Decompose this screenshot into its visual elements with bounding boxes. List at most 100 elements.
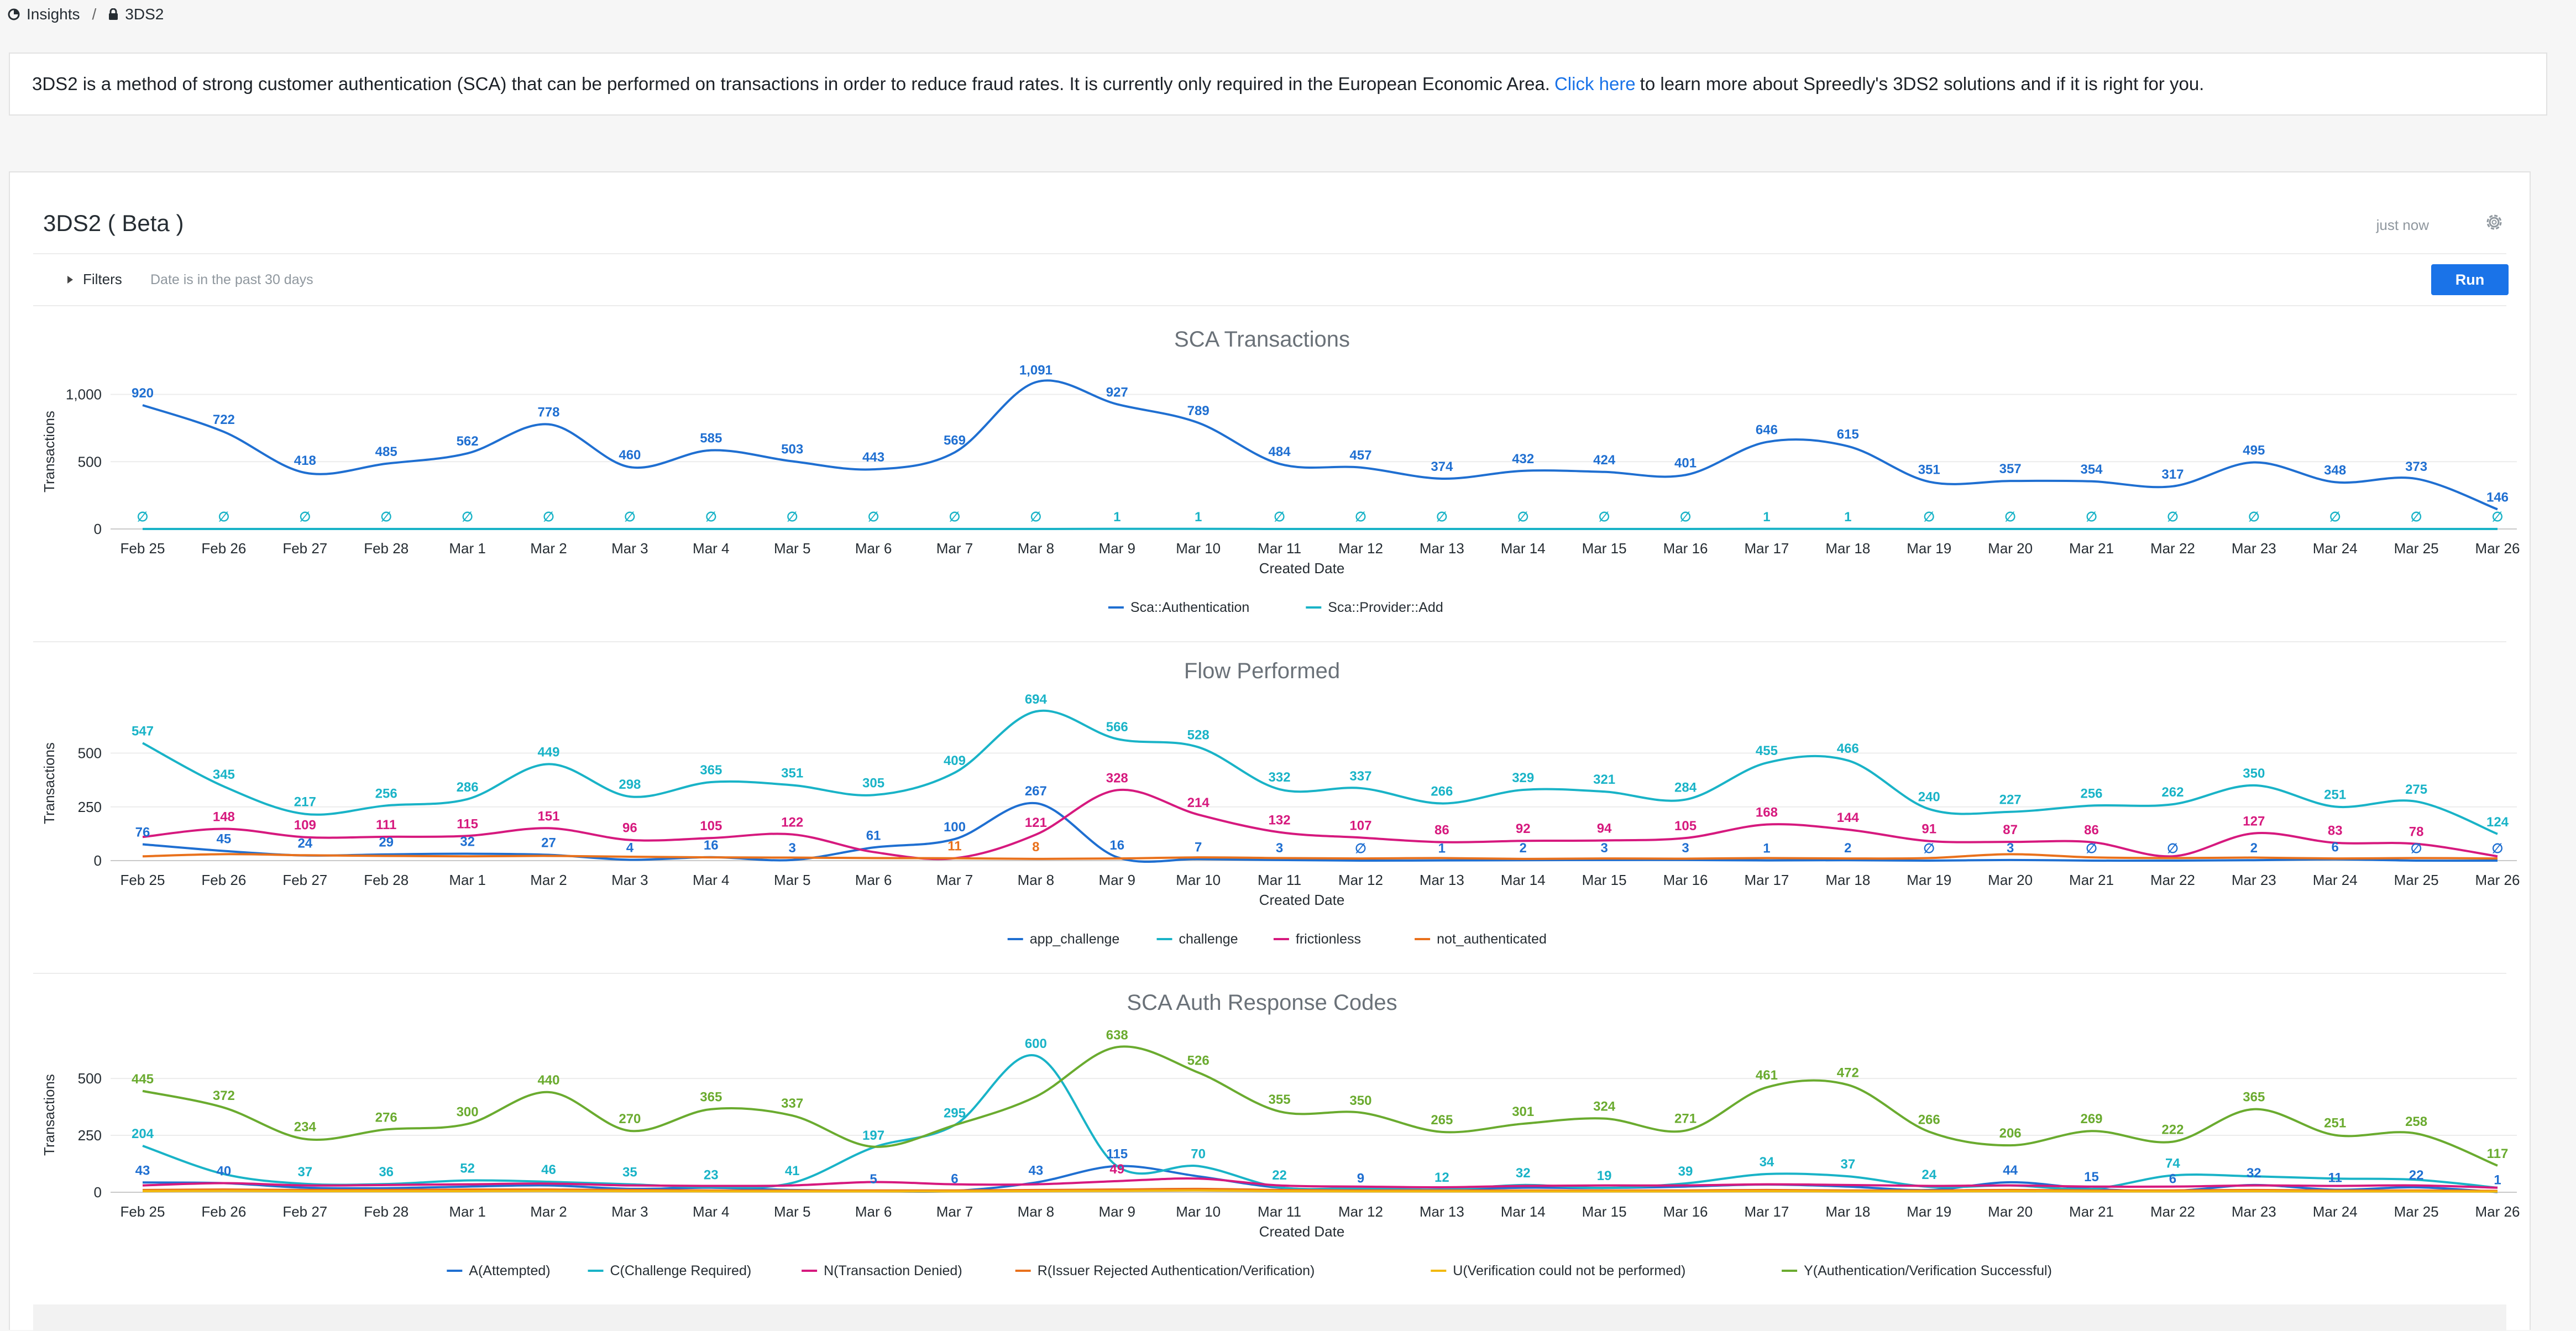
data-label: 262 — [2161, 785, 2184, 800]
data-label: 9 — [1357, 1171, 1364, 1186]
legend-item-a-attempted[interactable]: A(Attempted) — [447, 1263, 550, 1278]
data-label: ∅ — [218, 510, 229, 525]
x-tick-label: Mar 12 — [1338, 1203, 1383, 1220]
data-label: 443 — [862, 450, 884, 465]
x-tick-label: Mar 8 — [1018, 540, 1054, 557]
legend-item-u-verification-could-not-be-performed[interactable]: U(Verification could not be performed) — [1431, 1263, 1685, 1278]
data-label: 115 — [457, 816, 478, 831]
data-label: 2 — [2250, 841, 2258, 856]
x-tick-label: Mar 23 — [2232, 872, 2276, 888]
legend-item-c-challenge-required[interactable]: C(Challenge Required) — [588, 1263, 752, 1278]
x-tick-label: Mar 16 — [1663, 1203, 1708, 1220]
legend-label: challenge — [1179, 931, 1238, 947]
divider — [33, 973, 2506, 974]
data-label: 35 — [622, 1165, 637, 1180]
data-label: 100 — [944, 820, 966, 835]
data-label: 3 — [788, 841, 795, 856]
data-label: 27 — [541, 836, 556, 851]
data-label: 266 — [1918, 1112, 1940, 1127]
filters-toggle[interactable]: Filters — [67, 271, 122, 288]
data-label: 1 — [1438, 841, 1446, 856]
x-tick-label: Mar 8 — [1018, 872, 1054, 888]
gear-icon[interactable] — [2483, 211, 2505, 233]
legend-label: Sca::Authentication — [1130, 600, 1249, 615]
data-label: 266 — [1431, 784, 1453, 799]
filter-description: Date is in the past 30 days — [150, 272, 313, 288]
legend-item-sca-authentication[interactable]: Sca::Authentication — [1108, 600, 1249, 615]
legend-label: C(Challenge Required) — [610, 1263, 752, 1278]
legend-item-r-issuer-rejected-authentication-verification[interactable]: R(Issuer Rejected Authentication/Verific… — [1015, 1263, 1315, 1278]
data-label: 36 — [379, 1165, 394, 1180]
data-label: 638 — [1106, 1028, 1128, 1042]
legend-item-challenge[interactable]: challenge — [1157, 931, 1238, 947]
data-label: 365 — [2243, 1090, 2265, 1105]
run-button[interactable]: Run — [2431, 264, 2509, 295]
data-label: 251 — [2324, 1116, 2346, 1131]
data-label: 374 — [1431, 459, 1453, 474]
data-label: 6 — [2332, 840, 2339, 855]
data-label: ∅ — [1436, 510, 1448, 525]
data-label: 11 — [947, 839, 961, 854]
data-label: 121 — [1025, 815, 1047, 830]
data-label: 920 — [132, 386, 154, 401]
data-label: 357 — [1999, 462, 2022, 476]
legend-item-frictionless[interactable]: frictionless — [1274, 931, 1361, 947]
x-tick-label: Mar 22 — [2150, 1203, 2195, 1220]
data-label: 372 — [213, 1088, 235, 1103]
data-label: 337 — [781, 1096, 803, 1111]
data-label: 927 — [1106, 385, 1128, 400]
data-label: 424 — [1593, 453, 1616, 468]
legend-item-n-transaction-denied[interactable]: N(Transaction Denied) — [802, 1263, 962, 1278]
x-tick-label: Mar 17 — [1744, 540, 1789, 557]
x-tick-label: Mar 19 — [1907, 1203, 1951, 1220]
data-label: 269 — [2080, 1112, 2102, 1126]
x-tick-label: Mar 15 — [1582, 872, 1627, 888]
sca-auth-response-codes-chart: SCA Auth Response Codes0250500Transactio… — [10, 977, 2532, 1308]
legend-item-sca-provider-add[interactable]: Sca::Provider::Add — [1306, 600, 1443, 615]
breadcrumb: Insights / 3DS2 — [0, 0, 2576, 29]
data-label: ∅ — [2492, 841, 2504, 856]
data-label: 6 — [951, 1172, 958, 1187]
legend-item-y-authentication-verification-successful[interactable]: Y(Authentication/Verification Successful… — [1782, 1263, 2052, 1278]
data-label: 168 — [1756, 805, 1778, 820]
data-label: 351 — [781, 766, 803, 781]
data-label: 401 — [1674, 455, 1697, 470]
legend-item-not-authenticated[interactable]: not_authenticated — [1415, 931, 1547, 947]
data-label: 295 — [944, 1106, 966, 1121]
x-tick-label: Mar 15 — [1582, 540, 1627, 557]
data-label: 132 — [1269, 813, 1291, 828]
breadcrumb-root[interactable]: Insights — [27, 6, 80, 23]
series-line-challenge — [143, 711, 2498, 834]
x-tick-label: Mar 15 — [1582, 1203, 1627, 1220]
x-tick-label: Mar 24 — [2313, 1203, 2358, 1220]
data-label: 122 — [781, 815, 803, 830]
x-tick-label: Mar 19 — [1907, 872, 1951, 888]
data-label: 337 — [1349, 769, 1371, 784]
data-label: 440 — [537, 1073, 559, 1088]
data-label: 29 — [379, 835, 394, 850]
data-label: ∅ — [2411, 841, 2422, 856]
data-label: 127 — [2243, 814, 2265, 829]
data-label: 91 — [1921, 822, 1936, 837]
data-label: 32 — [460, 835, 475, 850]
dashboard-title: 3DS2 ( Beta ) — [43, 210, 184, 237]
x-tick-label: Feb 28 — [364, 872, 409, 888]
legend-item-app-challenge[interactable]: app_challenge — [1008, 931, 1120, 947]
data-label: 365 — [700, 1090, 722, 1105]
x-tick-label: Mar 7 — [936, 1203, 973, 1220]
data-label: 52 — [460, 1161, 475, 1176]
x-tick-label: Feb 28 — [364, 1203, 409, 1220]
data-label: 96 — [622, 821, 637, 836]
banner-link[interactable]: Click here — [1554, 74, 1636, 95]
data-label: 778 — [537, 405, 559, 420]
data-label: 256 — [2080, 786, 2102, 801]
data-label: 409 — [944, 753, 966, 768]
data-label: ∅ — [137, 510, 149, 525]
data-label: 275 — [2405, 782, 2427, 797]
pie-chart-icon — [8, 8, 20, 20]
updated-timestamp: just now — [2376, 217, 2429, 234]
x-tick-label: Mar 25 — [2394, 872, 2439, 888]
series-line-y-authentication-verification-successful — [143, 1046, 2498, 1166]
legend-label: A(Attempted) — [469, 1263, 550, 1278]
x-tick-label: Feb 27 — [282, 540, 327, 557]
